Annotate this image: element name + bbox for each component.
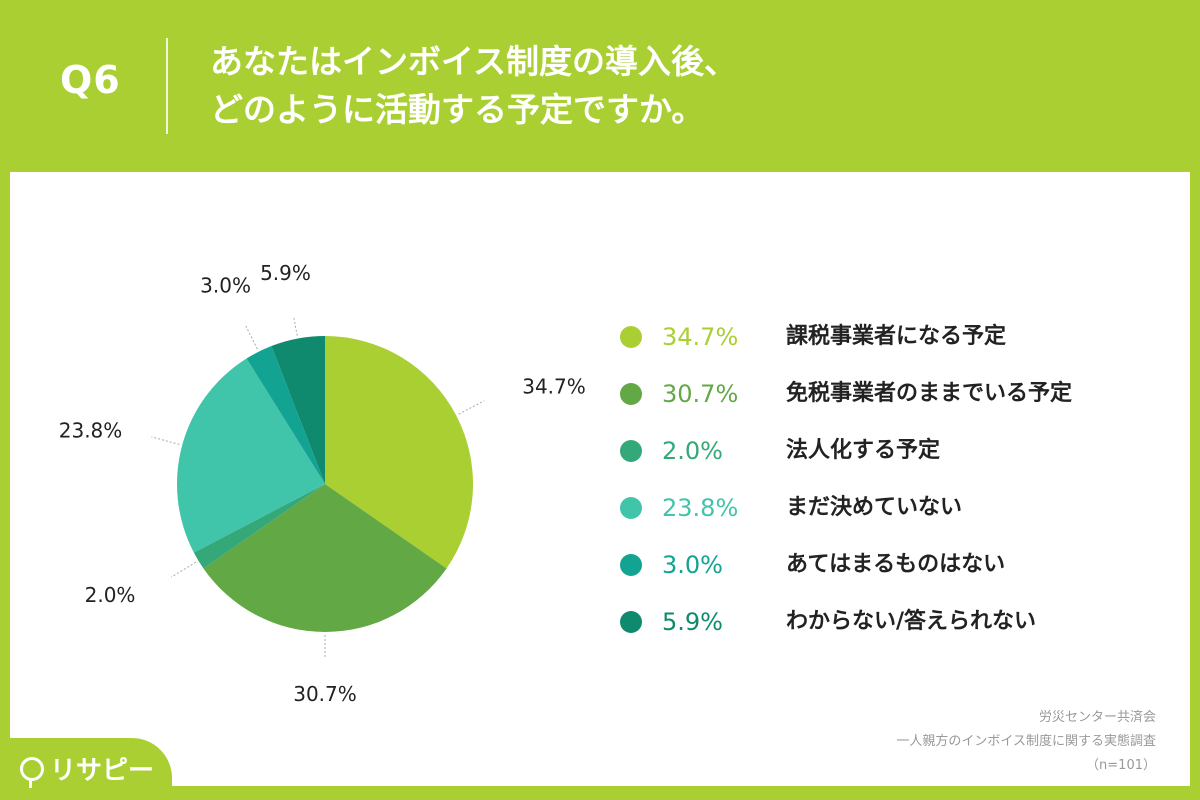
- legend-percent: 23.8%: [662, 494, 739, 522]
- source-line-2: 一人親方のインボイス制度に関する実態調査: [896, 734, 1156, 749]
- slice-label-taxable: 34.7%: [522, 375, 586, 399]
- pie-slice-incorporate: [193, 484, 325, 569]
- legend-item-none: 3.0% あてはまるものはない: [620, 546, 1180, 586]
- legend-label: 課税事業者になる予定: [786, 324, 1007, 349]
- pin-icon: [20, 757, 44, 788]
- legend-dot-icon: [620, 440, 642, 462]
- slice-label-incorporate: 2.0%: [85, 583, 136, 607]
- legend-percent: 30.7%: [662, 380, 739, 408]
- legend-dot-icon: [620, 326, 642, 348]
- legend-label: あてはまるものはない: [786, 552, 1006, 577]
- pie-slice-undecided: [176, 358, 325, 553]
- legend-percent: 5.9%: [662, 608, 723, 636]
- legend-dot-icon: [620, 383, 642, 405]
- pie-slice-none: [246, 346, 325, 484]
- pie-slice-taxable: [325, 336, 474, 569]
- slice-label-unknown: 5.9%: [260, 261, 311, 285]
- legend-dot-icon: [620, 554, 642, 576]
- pie-slice-exempt: [203, 484, 447, 633]
- legend-percent: 3.0%: [662, 551, 723, 579]
- question-line-1: あなたはインボイス制度の導入後、: [210, 42, 738, 81]
- slice-label-undecided: 23.8%: [59, 418, 123, 442]
- legend-label: 法人化する予定: [786, 438, 941, 463]
- legend-dot-icon: [620, 611, 642, 633]
- question-line-2: どのように活動する予定ですか。: [210, 90, 705, 129]
- leader-line-none: [245, 325, 258, 350]
- logo: リサピー: [20, 750, 155, 788]
- legend-label: 免税事業者のままでいる予定: [786, 381, 1073, 406]
- logo-text: リサピー: [50, 756, 155, 786]
- legend-item-incorporate: 2.0% 法人化する予定: [620, 432, 1180, 472]
- source-line-1: 労災センター共済会: [1038, 710, 1156, 725]
- legend-item-undecided: 23.8% まだ決めていない: [620, 489, 1180, 529]
- legend-dot-icon: [620, 497, 642, 519]
- legend-item-unknown: 5.9% わからない/答えられない: [620, 603, 1180, 643]
- source-line-3: （n=101）: [1086, 758, 1156, 773]
- legend-percent: 2.0%: [662, 437, 723, 465]
- pie-slice-unknown: [271, 335, 325, 484]
- header-divider: [166, 38, 168, 134]
- slice-label-none: 3.0%: [200, 274, 251, 298]
- leader-line-taxable: [458, 400, 485, 415]
- slice-label-exempt: 30.7%: [293, 682, 357, 706]
- legend-label: まだ決めていない: [786, 495, 963, 520]
- source-note: 労災センター共済会 一人親方のインボイス制度に関する実態調査 （n=101）: [896, 706, 1156, 778]
- header: Q6 あなたはインボイス制度の導入後、 どのように活動する予定ですか。: [0, 0, 1200, 172]
- legend-percent: 34.7%: [662, 323, 739, 351]
- question-number: Q6: [60, 58, 121, 102]
- legend-item-taxable: 34.7% 課税事業者になる予定: [620, 318, 1180, 358]
- legend-label: わからない/答えられない: [786, 609, 1037, 634]
- question-text: あなたはインボイス制度の導入後、 どのように活動する予定ですか。: [210, 38, 737, 134]
- legend-item-exempt: 30.7% 免税事業者のままでいる予定: [620, 375, 1180, 415]
- leader-line-undecided: [151, 436, 180, 445]
- leader-line-incorporate: [170, 561, 197, 578]
- leader-line-unknown: [293, 317, 298, 336]
